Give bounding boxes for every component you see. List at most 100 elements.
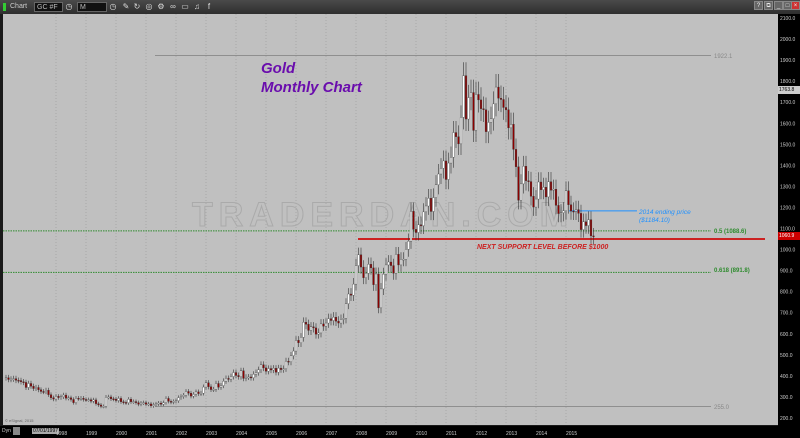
candle-body — [209, 386, 213, 390]
x-tick-label: 2001 — [146, 431, 157, 437]
candle-body — [509, 124, 513, 129]
candle-body — [389, 261, 393, 266]
twitter-icon[interactable]: ♫ — [194, 2, 200, 11]
x-tick-label: 2014 — [536, 431, 547, 437]
candle-body — [519, 183, 523, 201]
candle-body — [14, 378, 18, 381]
candle-body — [257, 369, 260, 373]
candle-body — [539, 181, 543, 190]
refresh-icon[interactable]: ↻ — [133, 2, 141, 11]
candle-body — [307, 324, 310, 331]
candle-body — [569, 204, 573, 212]
candle-body — [357, 254, 360, 266]
candle-body — [29, 383, 33, 387]
candle-body — [139, 402, 143, 405]
candle-body — [384, 264, 388, 275]
y-tick-label: 200.0 — [780, 416, 793, 422]
candle-body — [404, 249, 408, 260]
candle-body — [529, 181, 533, 197]
candle-body — [184, 391, 188, 396]
interval-dropdown[interactable]: M — [77, 2, 107, 12]
x-tick-label: 2002 — [176, 431, 187, 437]
candle-body — [574, 209, 578, 212]
x-tick-label: 2013 — [506, 431, 517, 437]
dyn-toggle-button[interactable] — [13, 427, 20, 435]
candle-body — [64, 394, 68, 399]
candle-body — [169, 401, 173, 403]
y-tick-label: 1800.0 — [780, 79, 796, 85]
candle-body — [369, 264, 373, 269]
candle-body — [549, 181, 553, 191]
symbol-dropdown[interactable]: GC #F — [34, 2, 63, 12]
help-icon[interactable]: ? — [754, 1, 763, 10]
candle-body — [447, 162, 450, 180]
candle-body — [302, 322, 305, 338]
settings-icon[interactable]: ⚙ — [157, 2, 165, 11]
candle-body — [39, 389, 43, 392]
y-tick-label: 1200.0 — [780, 205, 796, 211]
candle-body — [469, 92, 473, 98]
candle-body — [207, 382, 210, 387]
restore-icon[interactable]: ⧉ — [764, 1, 773, 10]
close-icon[interactable]: × — [791, 1, 800, 10]
candle-body — [249, 376, 253, 379]
candle-body — [372, 267, 375, 285]
candle-body — [194, 391, 198, 395]
candle-body — [279, 367, 283, 370]
candle-body — [422, 211, 425, 226]
candle-body — [259, 364, 263, 370]
candle-body — [112, 398, 115, 400]
candle-body — [134, 401, 138, 403]
candle-body — [254, 372, 258, 375]
candle-body — [572, 210, 575, 213]
candle-body — [429, 198, 433, 212]
candle-body — [577, 209, 580, 214]
time-axis[interactable]: Dyn 07/01/1997 1998 1999 2000 2001 2002 2003 2… — [0, 426, 800, 438]
candle-body — [214, 383, 218, 390]
candle-body — [359, 254, 363, 268]
clock-icon[interactable]: ◷ — [109, 2, 117, 11]
candle-body — [19, 380, 23, 382]
ending-price-label-line1: 2014 ending price — [638, 209, 691, 216]
candle-body — [472, 92, 475, 131]
candle-body — [412, 211, 415, 230]
candle-body — [272, 368, 275, 371]
candle-body — [274, 368, 278, 373]
high-level-label: 1922.1 — [714, 54, 733, 60]
candle-body — [199, 393, 203, 395]
candle-body — [584, 221, 588, 226]
chart-plot-area[interactable]: TRADERDAN.COM Gold Monthly Chart 1922.1 … — [3, 14, 778, 425]
candle-body — [122, 401, 125, 403]
candle-body — [452, 132, 455, 158]
candle-body — [102, 406, 105, 408]
candle-body — [367, 264, 370, 274]
candle-body — [332, 317, 335, 321]
candle-body — [487, 122, 490, 132]
pencil-icon[interactable]: ✎ — [122, 2, 130, 11]
price-axis[interactable]: 2100.0 2000.0 1900.0 1800.0 1700.0 1600.0 1500… — [778, 14, 800, 426]
candle-body — [319, 323, 323, 334]
candle-body — [132, 401, 135, 403]
y-tick-label: 2000.0 — [780, 37, 796, 43]
candle-body — [387, 261, 390, 266]
candle-body — [382, 274, 385, 290]
candle-body — [337, 321, 340, 324]
target-icon[interactable]: ◎ — [145, 2, 153, 11]
candle-body — [202, 386, 205, 394]
facebook-icon[interactable]: f — [207, 2, 211, 11]
candle-body — [317, 332, 320, 335]
link-icon[interactable]: ∞ — [170, 2, 176, 11]
minimize-icon[interactable]: _ — [774, 1, 783, 10]
candle-body — [174, 400, 178, 402]
x-tick-label: 2008 — [356, 431, 367, 437]
candle-body — [217, 383, 220, 388]
candle-body — [299, 337, 303, 343]
candle-body — [534, 198, 538, 208]
clock-icon[interactable]: ◷ — [65, 2, 73, 11]
candle-body — [559, 212, 563, 214]
candle-body — [177, 397, 180, 401]
chart-title-line1: Gold — [261, 60, 296, 77]
candle-body — [99, 404, 103, 407]
fib-618-label: 0.618 (891.8) — [714, 268, 750, 274]
comment-icon[interactable]: ▭ — [181, 2, 189, 11]
